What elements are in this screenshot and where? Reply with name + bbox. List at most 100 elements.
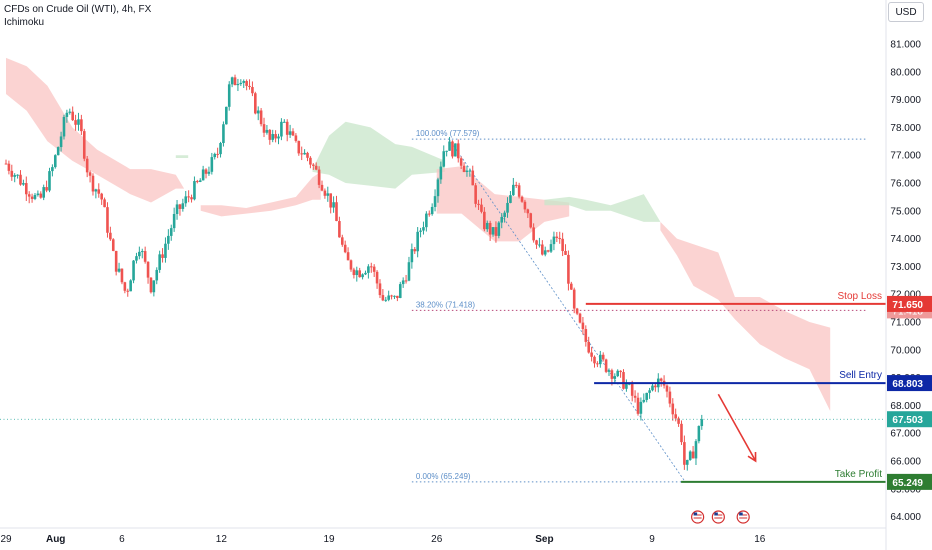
- candle-body: [572, 289, 576, 309]
- candle-body: [442, 151, 446, 167]
- flag-canton: [693, 512, 698, 516]
- cloud-segment: [6, 57, 185, 203]
- candle-body: [625, 383, 628, 389]
- candle-body: [143, 251, 147, 262]
- candle-body: [198, 180, 202, 182]
- candle-body: [697, 426, 701, 442]
- arrow-shaft: [717, 393, 757, 462]
- candle-body: [48, 171, 51, 191]
- badge-entry: [887, 375, 932, 392]
- badge-current-price: [887, 411, 932, 428]
- candle-body: [520, 196, 524, 202]
- badge-stop: [887, 295, 932, 312]
- event-markers: [691, 510, 750, 524]
- candle-body: [538, 244, 541, 246]
- candle-body: [97, 189, 101, 194]
- candle-body: [459, 158, 463, 166]
- x-tick-label: Sep: [535, 534, 553, 545]
- y-tick-label: 74.000: [890, 234, 921, 245]
- candle-body: [648, 390, 651, 393]
- candle-body: [448, 141, 451, 151]
- candle-body: [103, 199, 106, 208]
- candle-body: [7, 163, 11, 171]
- candle-body: [485, 222, 489, 230]
- candle-body: [384, 299, 388, 301]
- candle-body: [654, 385, 657, 388]
- cloud-segment: [544, 194, 661, 222]
- y-tick-label: 72.000: [890, 290, 921, 301]
- badge-text: 65.249: [892, 478, 923, 489]
- candle-body: [543, 250, 547, 255]
- candle-body: [291, 131, 295, 136]
- candle-body: [36, 193, 40, 195]
- candle-body: [346, 252, 350, 261]
- candle-body: [283, 121, 286, 123]
- candle-body: [181, 203, 185, 209]
- y-tick-label: 77.000: [890, 151, 921, 162]
- candle-body: [33, 194, 37, 199]
- candle-body: [578, 313, 582, 323]
- candle-body: [169, 228, 173, 236]
- candle-body: [546, 250, 550, 252]
- candle-body: [468, 170, 472, 172]
- candle-body: [587, 341, 591, 353]
- candle-body: [630, 383, 634, 396]
- candle-body: [216, 153, 219, 155]
- candle-body: [126, 290, 130, 292]
- candle-body: [120, 268, 124, 283]
- candle-body: [480, 204, 483, 212]
- currency-button[interactable]: USD: [888, 2, 924, 22]
- us-flag-icon: [736, 510, 750, 524]
- candle-body: [465, 170, 469, 172]
- candle-body: [94, 189, 98, 192]
- candle-body: [422, 227, 425, 231]
- candle-body: [146, 261, 150, 278]
- candle-body: [201, 169, 205, 181]
- candle-body: [570, 283, 573, 290]
- candle-body: [248, 85, 251, 88]
- candle-body: [517, 185, 521, 197]
- level-take-profit: Take Profit: [681, 469, 886, 483]
- candle-body: [665, 385, 669, 392]
- candle-body: [10, 170, 14, 177]
- candle-body: [114, 250, 118, 272]
- candle-body: [514, 184, 518, 186]
- candle-body: [74, 120, 77, 125]
- candle-body: [297, 140, 301, 154]
- candle-body: [19, 174, 22, 185]
- fib-level-label: 0.00% (65.249): [416, 472, 471, 481]
- candle-body: [607, 370, 611, 372]
- candle-body: [161, 254, 164, 258]
- candle-body: [645, 392, 648, 400]
- candle-body: [88, 172, 92, 176]
- us-flag-icon: [691, 510, 705, 524]
- candle-body: [68, 111, 72, 113]
- candle-body: [567, 254, 570, 284]
- candle-body: [175, 204, 179, 215]
- candle-body: [427, 213, 431, 215]
- chart-header: CFDs on Crude Oil (WTI), 4h, FX Ichimoku: [4, 3, 151, 29]
- candle-body: [599, 354, 602, 365]
- flag-circle: [691, 510, 705, 524]
- candle-body: [355, 270, 359, 276]
- x-tick-label: 16: [754, 534, 766, 545]
- y-tick-label: 67.000: [890, 429, 921, 440]
- candle-body: [436, 179, 440, 197]
- candle-body: [529, 213, 533, 228]
- candle-body: [410, 249, 414, 263]
- candle-body: [358, 270, 361, 278]
- candle-body: [683, 442, 686, 465]
- candle-body: [512, 184, 515, 196]
- y-tick-label: 71.000: [890, 318, 921, 329]
- candle-body: [155, 269, 159, 281]
- candle-body: [178, 204, 182, 209]
- candle-body: [685, 459, 689, 465]
- candle-body: [167, 235, 170, 244]
- candle-body: [558, 238, 562, 240]
- candle-body: [622, 372, 625, 389]
- candle-body: [680, 423, 683, 443]
- fib-trend-line: [448, 138, 686, 483]
- candle-body: [561, 238, 564, 252]
- candle-body: [367, 266, 370, 273]
